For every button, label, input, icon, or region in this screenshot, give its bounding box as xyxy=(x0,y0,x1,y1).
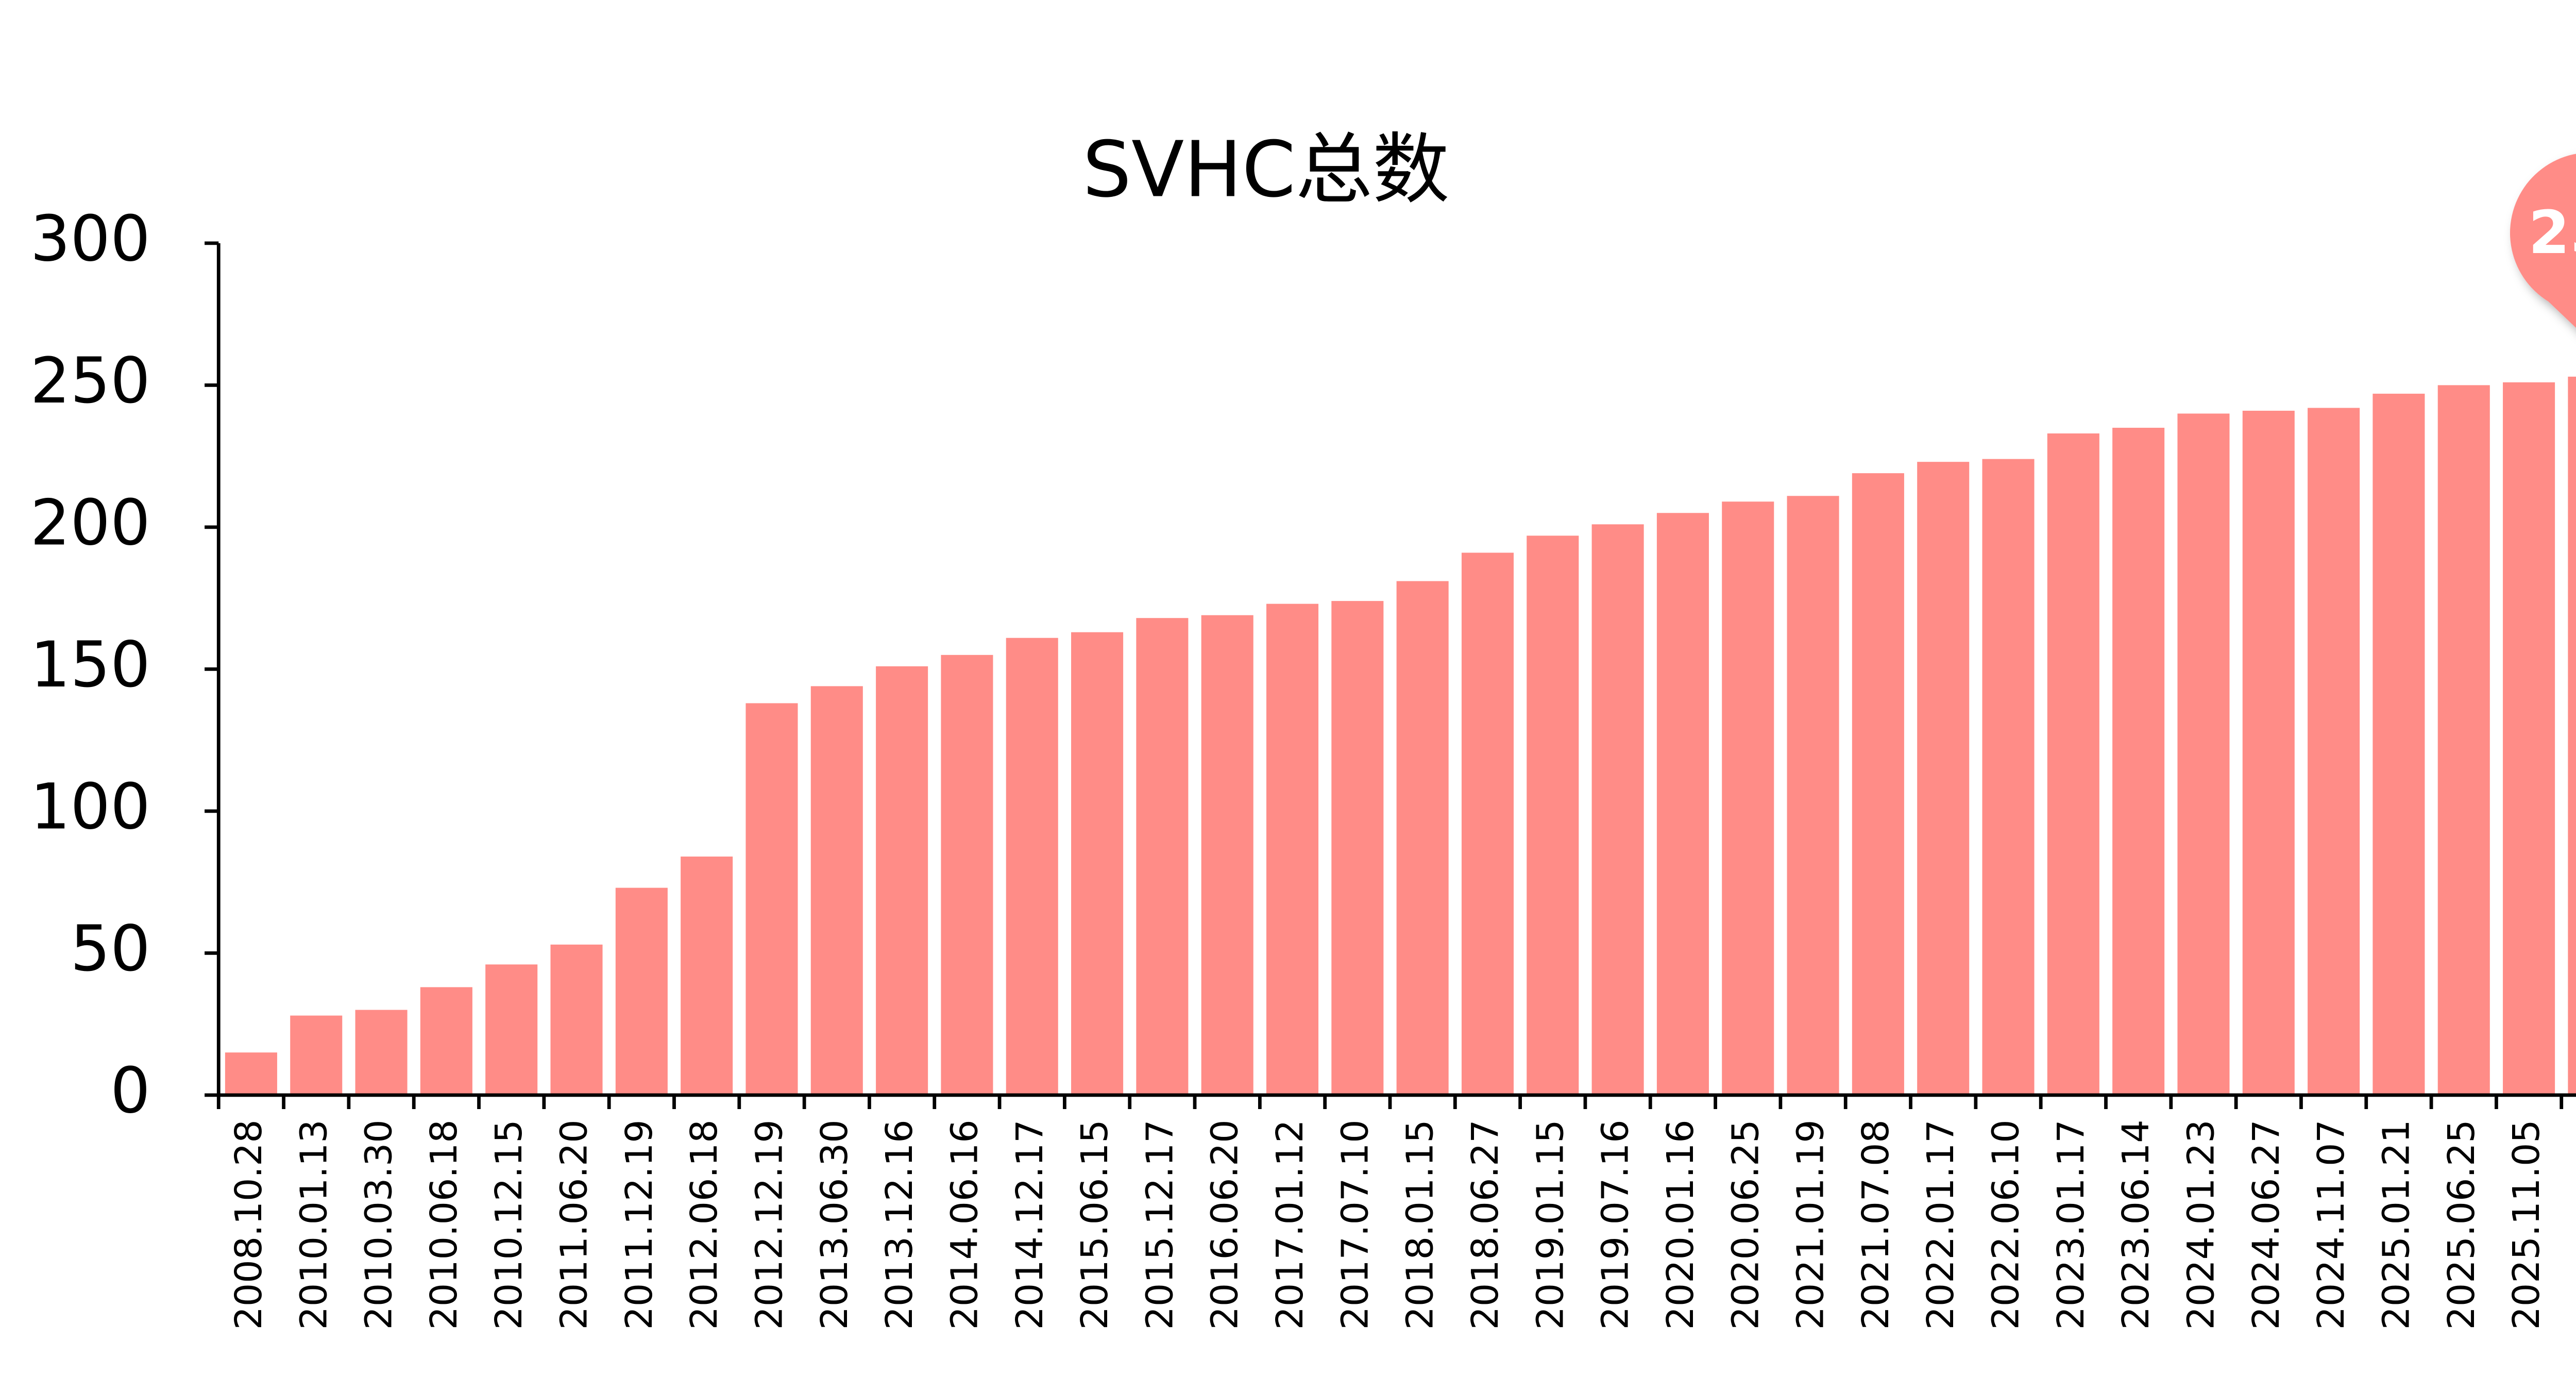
x-tick-label: 2015.06.15 xyxy=(1073,1119,1116,1330)
bar xyxy=(1591,524,1644,1095)
x-tick-label: 2022.06.10 xyxy=(1985,1119,2027,1330)
x-tick-label: 2024.11.07 xyxy=(2310,1119,2352,1330)
callout-marker xyxy=(2510,154,2576,328)
x-tick-label: 2023.01.17 xyxy=(2049,1119,2092,1330)
y-tick-label: 100 xyxy=(30,770,150,844)
x-tick-label: 2018.01.15 xyxy=(1399,1119,1442,1330)
x-tick-label: 2017.01.12 xyxy=(1268,1119,1311,1330)
x-tick-label: 2010.03.30 xyxy=(358,1119,400,1330)
x-tick-label: 2021.01.19 xyxy=(1789,1119,1832,1330)
x-tick-label: 2010.12.15 xyxy=(487,1119,530,1330)
x-tick-label: 2014.12.17 xyxy=(1008,1119,1051,1330)
bar xyxy=(1787,496,1839,1095)
bar xyxy=(485,964,538,1095)
bar xyxy=(1071,632,1124,1095)
x-tick-label: 2025.06.25 xyxy=(2440,1119,2483,1330)
bar xyxy=(1201,615,1253,1095)
bar xyxy=(1136,618,1189,1095)
data-label: 253 xyxy=(2529,198,2576,267)
bar xyxy=(615,887,668,1095)
bar xyxy=(550,944,603,1095)
x-tick-label: 2021.07.08 xyxy=(1854,1119,1897,1330)
x-tick-label: 2013.12.16 xyxy=(878,1119,921,1330)
bar xyxy=(2047,433,2099,1095)
bar xyxy=(420,987,472,1095)
bar xyxy=(941,655,993,1095)
x-tick-label: 2014.06.16 xyxy=(943,1119,986,1330)
x-tick-label: 2010.01.13 xyxy=(292,1119,335,1330)
bar xyxy=(1331,601,1384,1095)
bar xyxy=(2372,393,2425,1095)
x-tick-label: 2018.06.27 xyxy=(1464,1119,1506,1330)
x-tick-label: 2026.02.04 xyxy=(2570,1119,2576,1330)
x-tick-label: 2013.06.30 xyxy=(813,1119,856,1330)
bar xyxy=(1656,513,1709,1095)
y-tick-label: 200 xyxy=(30,487,150,560)
y-tick-label: 300 xyxy=(30,203,150,276)
x-tick-label: 2017.07.10 xyxy=(1333,1119,1376,1330)
bar xyxy=(1917,462,1970,1095)
bar xyxy=(681,857,733,1095)
x-tick-label: 2008.10.28 xyxy=(227,1119,270,1330)
x-tick-label: 2012.06.18 xyxy=(683,1119,725,1330)
x-tick-label: 2016.06.20 xyxy=(1204,1119,1246,1330)
bar xyxy=(2177,413,2230,1095)
bar xyxy=(290,1015,343,1095)
x-tick-label: 2024.01.23 xyxy=(2180,1119,2223,1330)
x-tick-label: 2012.12.19 xyxy=(748,1119,791,1330)
x-tick-label: 2020.06.25 xyxy=(1724,1119,1767,1330)
bar xyxy=(2568,376,2576,1095)
bar xyxy=(876,666,928,1095)
y-tick-label: 0 xyxy=(110,1054,150,1128)
bar xyxy=(2437,385,2490,1095)
x-tick-label: 2010.06.18 xyxy=(422,1119,465,1330)
bar xyxy=(1982,459,2035,1095)
x-tick-label: 2011.06.20 xyxy=(553,1119,596,1330)
x-tick-label: 2019.07.16 xyxy=(1594,1119,1637,1330)
x-tick-label: 2023.06.14 xyxy=(2114,1119,2157,1330)
x-tick-label: 2025.11.05 xyxy=(2505,1119,2548,1330)
y-tick-label: 150 xyxy=(30,628,150,701)
x-tick-label: 2011.12.19 xyxy=(618,1119,660,1330)
x-tick-label: 2020.01.16 xyxy=(1659,1119,1702,1330)
bar xyxy=(355,1010,408,1095)
x-tick-label: 2015.12.17 xyxy=(1138,1119,1181,1330)
bar xyxy=(1852,473,1904,1095)
bar xyxy=(810,686,863,1095)
y-tick-label: 50 xyxy=(70,912,150,985)
bar xyxy=(225,1052,277,1095)
bar xyxy=(1461,552,1514,1095)
bar xyxy=(2112,428,2165,1095)
bar xyxy=(1006,638,1058,1095)
bar xyxy=(1722,501,1774,1095)
bar xyxy=(2503,382,2555,1095)
bar xyxy=(2308,408,2360,1095)
chart-title: SVHC总数 xyxy=(1082,125,1449,215)
bar xyxy=(2242,410,2295,1095)
bar xyxy=(1527,535,1579,1095)
x-tick-label: 2019.01.15 xyxy=(1529,1119,1571,1330)
bar xyxy=(1396,581,1449,1095)
x-tick-label: 2022.01.17 xyxy=(1919,1119,1962,1330)
y-tick-label: 250 xyxy=(30,344,150,417)
x-tick-label: 2024.06.27 xyxy=(2245,1119,2287,1330)
bar xyxy=(1266,603,1319,1095)
bar xyxy=(745,703,798,1095)
x-tick-label: 2025.01.21 xyxy=(2375,1119,2417,1330)
